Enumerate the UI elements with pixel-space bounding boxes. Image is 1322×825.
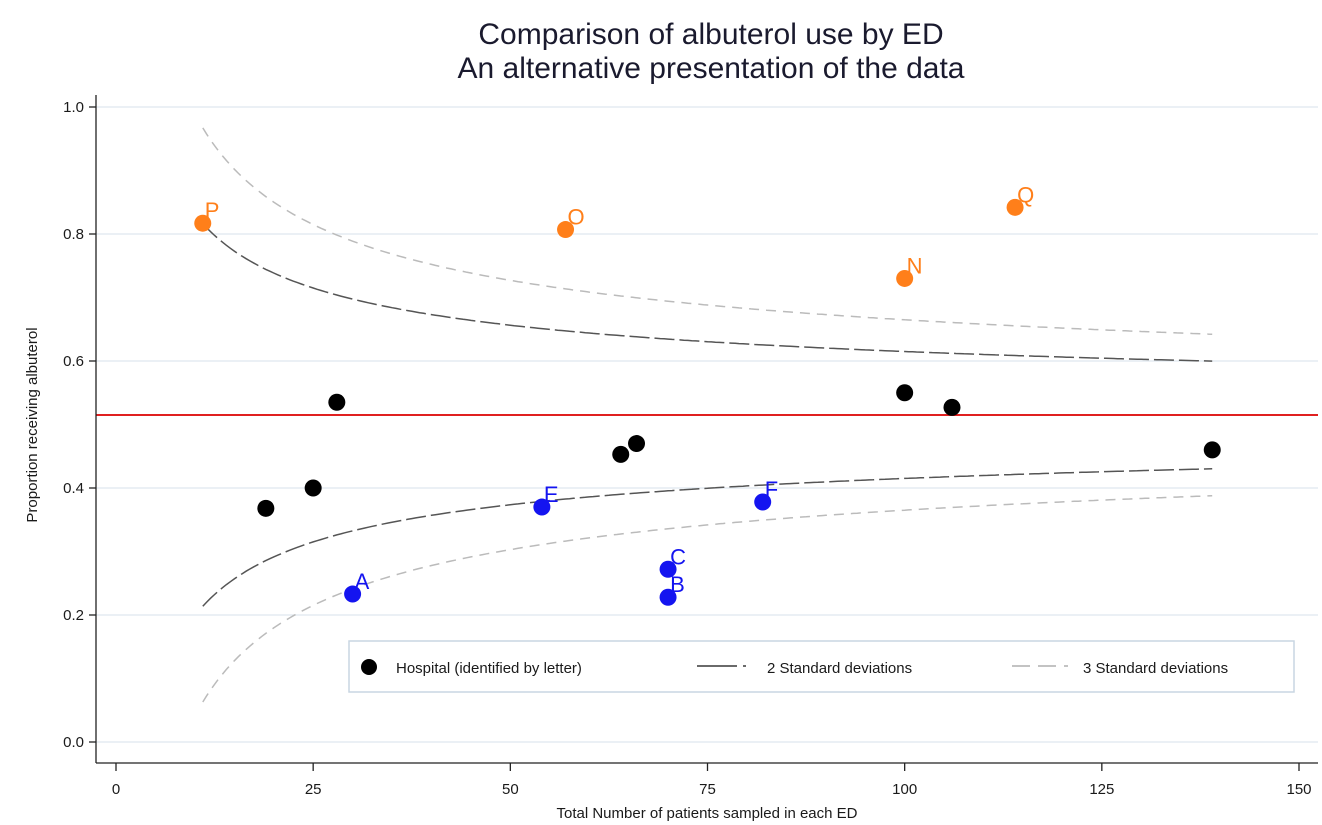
point-label-b: B <box>670 572 685 597</box>
point-f <box>754 493 772 511</box>
point <box>943 398 961 416</box>
x-tick-label: 150 <box>1286 781 1311 798</box>
chart-title: Comparison of albuterol use by ED <box>478 18 943 51</box>
y-axis-label: Proportion receiving albuterol <box>24 327 41 522</box>
legend-label-3sd: 3 Standard deviations <box>1083 660 1228 677</box>
x-tick-label: 25 <box>305 781 322 798</box>
y-tick-label: 0.2 <box>63 607 84 624</box>
x-tick-label: 125 <box>1089 781 1114 798</box>
y-tick-label: 0.0 <box>63 734 84 751</box>
point-label-q: Q <box>1017 182 1034 207</box>
x-tick-label: 100 <box>892 781 917 798</box>
x-tick-label: 50 <box>502 781 519 798</box>
legend: Hospital (identified by letter) 2 Standa… <box>348 640 1295 693</box>
point-label-c: C <box>670 544 686 569</box>
legend-box <box>348 640 1295 693</box>
legend-label-hospital: Hospital (identified by letter) <box>396 660 582 677</box>
curve-3sd-upper <box>202 127 1213 335</box>
legend-marker-hospital <box>361 659 377 675</box>
axes: 0.0 0.2 0.4 0.6 0.8 1.0 0 25 50 75 100 125 150 <box>63 95 1318 798</box>
point <box>628 435 646 453</box>
point-label-o: O <box>568 205 585 230</box>
point-label-f: F <box>765 477 778 502</box>
point-e <box>533 498 551 516</box>
point <box>304 479 322 497</box>
point-c <box>659 560 677 578</box>
control-limit-curves <box>96 127 1318 703</box>
point-b <box>659 588 677 606</box>
point-label-e: E <box>544 482 559 507</box>
point-label-a: A <box>355 569 370 594</box>
point <box>612 445 630 463</box>
data-points: P O N Q A E CB F <box>194 182 1221 606</box>
point-p <box>194 214 212 232</box>
curve-2sd-lower <box>202 468 1213 607</box>
point-q <box>1006 198 1024 216</box>
y-tick-label: 0.6 <box>63 353 84 370</box>
x-tick-label: 0 <box>112 781 120 798</box>
point-a <box>344 585 362 603</box>
point-o <box>557 221 575 239</box>
chart-subtitle: An alternative presentation of the data <box>457 52 964 85</box>
x-axis-label: Total Number of patients sampled in each… <box>557 805 858 822</box>
curve-2sd-upper <box>202 223 1213 362</box>
point-n <box>896 269 914 287</box>
point-label-n: N <box>907 253 923 278</box>
curve-3sd-lower <box>202 494 1213 703</box>
point-label-p: P <box>205 198 220 223</box>
legend-label-2sd: 2 Standard deviations <box>767 660 912 677</box>
y-tick-label: 1.0 <box>63 99 84 116</box>
point <box>1203 441 1221 459</box>
point <box>896 384 914 402</box>
y-tick-label: 0.4 <box>63 480 84 497</box>
x-tick-label: 75 <box>699 781 716 798</box>
point <box>257 499 275 517</box>
y-tick-label: 0.8 <box>63 226 84 243</box>
point <box>328 393 346 411</box>
